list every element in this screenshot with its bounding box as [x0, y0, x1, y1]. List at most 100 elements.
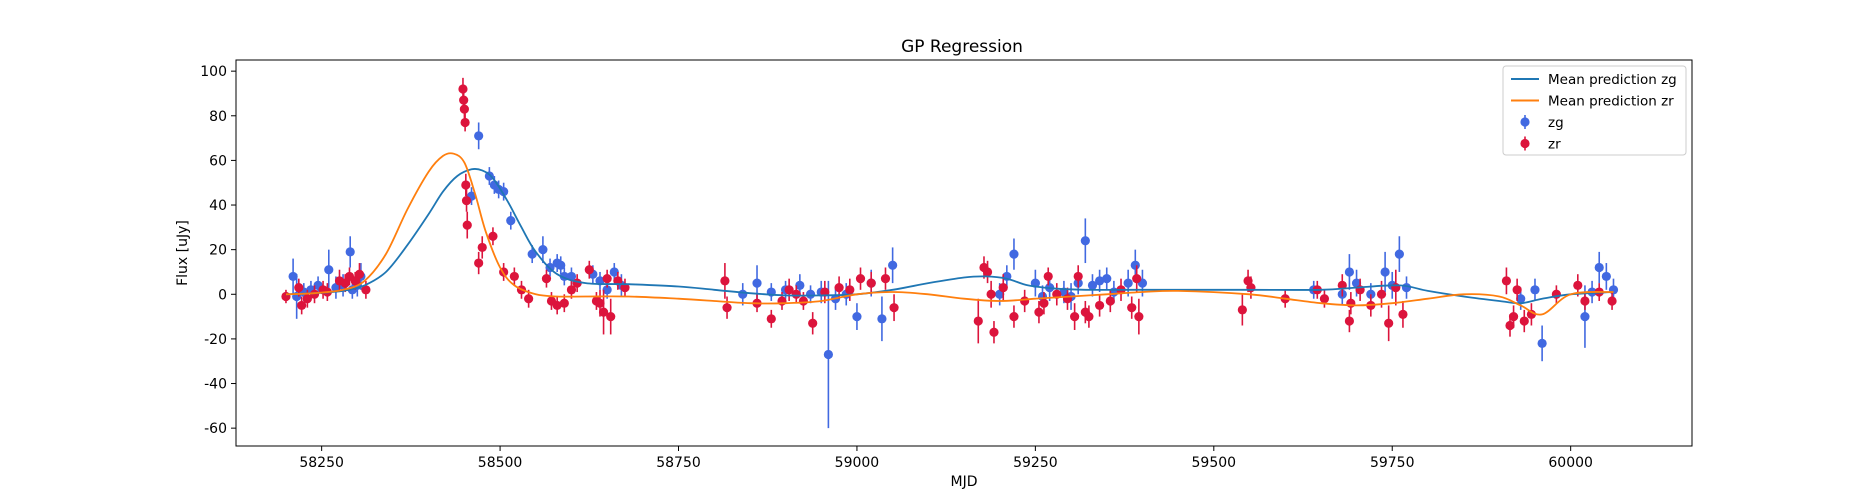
- data-point-zr: [998, 282, 1008, 293]
- data-point-zr: [1319, 294, 1330, 304]
- data-point-zr: [1070, 311, 1080, 322]
- legend-label: zr: [1548, 137, 1561, 153]
- data-point-zg: [602, 285, 612, 295]
- data-point-zr: [1134, 311, 1144, 322]
- data-point-zr: [820, 287, 830, 297]
- data-point-zr: [461, 180, 471, 190]
- legend-label: Mean prediction zg: [1548, 72, 1677, 88]
- y-tick-label: 0: [218, 287, 227, 303]
- data-point-zg: [1530, 285, 1540, 295]
- data-point-zr: [1132, 274, 1142, 284]
- data-point-zr: [722, 303, 732, 313]
- data-point-zr: [458, 84, 468, 94]
- data-point-zg: [474, 131, 484, 141]
- data-point-zr: [845, 285, 855, 295]
- data-point-zr: [989, 327, 999, 337]
- data-point-zg: [805, 289, 816, 299]
- data-point-zr: [1391, 282, 1401, 293]
- y-tick-label: -40: [204, 377, 227, 393]
- data-point-zr: [808, 318, 818, 328]
- data-point-zr: [1127, 303, 1137, 313]
- data-point-zr: [584, 265, 594, 275]
- data-point-zg: [1095, 276, 1105, 286]
- data-point-zr: [1376, 289, 1387, 299]
- data-point-zr: [294, 282, 304, 293]
- data-point-zg: [738, 289, 748, 299]
- data-point-zg: [1102, 274, 1112, 284]
- data-point-zr: [297, 300, 307, 311]
- data-point-zg: [1516, 294, 1526, 304]
- data-point-zr: [889, 303, 899, 313]
- data-point-zr: [798, 296, 809, 306]
- data-point-zr: [784, 285, 794, 295]
- data-point-zr: [302, 294, 312, 304]
- data-point-zr: [1105, 296, 1115, 306]
- data-point-zg: [888, 260, 898, 270]
- data-point-zg: [1130, 260, 1140, 270]
- data-point-zg: [1344, 267, 1355, 277]
- data-point-zr: [340, 278, 350, 288]
- data-point-zr: [1084, 311, 1094, 322]
- data-point-zr: [1020, 296, 1030, 306]
- data-point-zr: [477, 242, 487, 253]
- data-point-zr: [350, 276, 360, 286]
- series-line-Mean prediction zg: [285, 167, 1614, 305]
- y-tick-label: 20: [209, 243, 227, 259]
- series-layer: [281, 77, 1619, 429]
- data-point-zr: [834, 282, 844, 293]
- data-point-zr: [1519, 316, 1529, 326]
- data-point-zg: [1123, 278, 1133, 288]
- legend-box: [1502, 65, 1687, 156]
- data-point-zr: [791, 289, 801, 299]
- y-tick-label: 100: [200, 64, 227, 80]
- data-point-zr: [720, 276, 730, 286]
- data-point-zr: [309, 289, 320, 299]
- x-tick-label: 59250: [1013, 455, 1058, 471]
- y-axis-label: Flux [uJy]: [175, 220, 191, 286]
- data-point-zr: [880, 274, 891, 284]
- data-point-zr: [354, 269, 365, 279]
- data-point-zg: [752, 278, 762, 288]
- x-axis: 58250 58500 58750 59000 59250 59500 59750 60000: [299, 446, 1593, 471]
- data-point-zr: [1398, 309, 1408, 319]
- legend-marker-swatch: [1520, 138, 1530, 149]
- data-point-zg: [556, 260, 566, 270]
- data-point-zr: [566, 285, 577, 295]
- data-point-zg: [609, 267, 619, 277]
- data-point-zr: [552, 300, 562, 311]
- data-point-zr: [866, 278, 876, 288]
- x-tick-label: 58250: [299, 455, 344, 471]
- x-tick-label: 59000: [835, 455, 880, 471]
- data-point-zr: [1034, 307, 1044, 317]
- series-clip-group: [281, 77, 1619, 429]
- data-point-zr: [1573, 280, 1583, 290]
- data-point-zr: [1344, 316, 1355, 326]
- data-point-zg: [506, 216, 516, 226]
- data-point-zr: [973, 316, 983, 326]
- data-point-zg: [345, 247, 355, 257]
- axes-frame: [235, 59, 1693, 447]
- legend-item: Mean prediction zr: [1511, 94, 1674, 110]
- data-point-zr: [1501, 276, 1512, 286]
- data-point-zr: [1508, 311, 1519, 322]
- data-point-zg: [527, 249, 537, 259]
- data-point-zr: [1237, 305, 1247, 315]
- x-tick-label: 58750: [656, 455, 701, 471]
- data-point-zg: [538, 245, 548, 255]
- data-point-zr: [1580, 296, 1590, 306]
- data-point-zr: [524, 294, 534, 304]
- legend-label: Mean prediction zr: [1548, 94, 1674, 110]
- legend-item: zg: [1520, 115, 1564, 131]
- data-point-zg: [324, 265, 334, 275]
- data-point-zg: [1080, 236, 1090, 246]
- data-point-zr: [1043, 271, 1053, 282]
- x-tick-label: 58500: [478, 455, 523, 471]
- y-tick-label: -60: [204, 421, 227, 437]
- y-tick-label: 60: [209, 153, 227, 169]
- data-point-zr: [1607, 296, 1617, 306]
- y-axis: -60 -40 -20 0 20 40 60 80 100: [200, 64, 236, 437]
- x-tick-label: 59750: [1370, 455, 1415, 471]
- chart-title: GP Regression: [901, 37, 1023, 57]
- legend-item: Mean prediction zg: [1511, 72, 1677, 88]
